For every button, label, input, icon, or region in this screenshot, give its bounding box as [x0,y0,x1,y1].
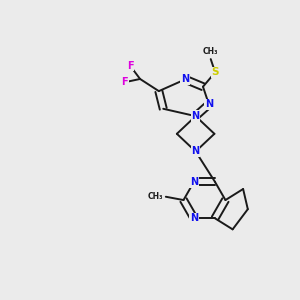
Text: CH₃: CH₃ [203,47,218,56]
Text: N: N [190,213,198,223]
Text: F: F [121,77,128,87]
Text: CH₃: CH₃ [148,192,164,201]
Text: F: F [127,61,134,71]
Text: S: S [212,67,219,77]
Text: N: N [181,74,189,84]
Text: N: N [192,111,200,121]
Text: N: N [190,177,198,187]
Text: N: N [192,146,200,157]
Text: N: N [205,99,213,110]
